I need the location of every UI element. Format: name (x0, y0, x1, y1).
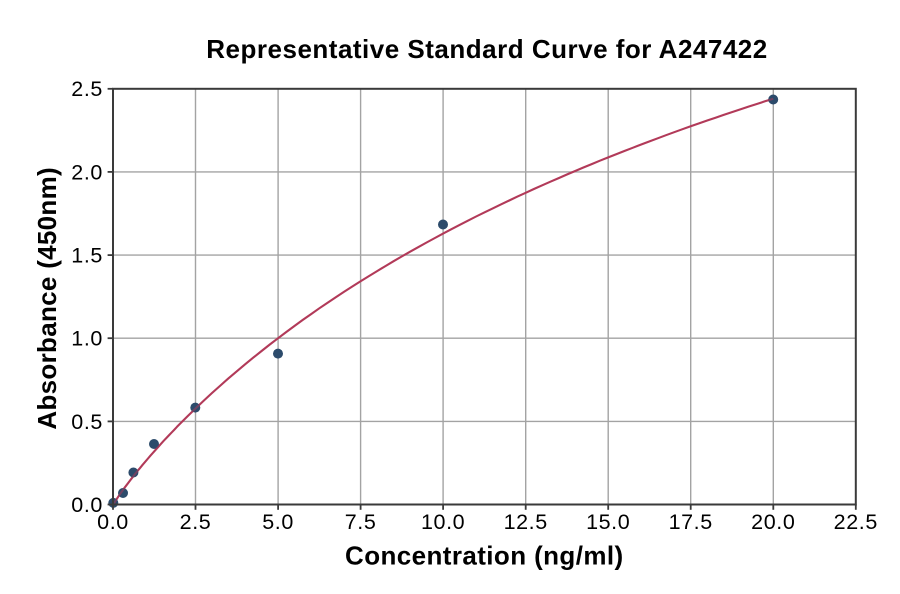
svg-text:12.5: 12.5 (504, 510, 548, 534)
svg-text:1.0: 1.0 (71, 327, 103, 351)
svg-text:Absorbance (450nm): Absorbance (450nm) (32, 167, 62, 430)
svg-text:17.5: 17.5 (669, 510, 713, 534)
svg-text:20.0: 20.0 (751, 510, 795, 534)
svg-text:2.5: 2.5 (71, 77, 103, 101)
svg-text:2.5: 2.5 (180, 510, 212, 534)
svg-text:15.0: 15.0 (586, 510, 630, 534)
svg-text:Concentration (ng/ml): Concentration (ng/ml) (345, 541, 624, 571)
svg-text:2.0: 2.0 (71, 160, 103, 184)
svg-text:0.0: 0.0 (97, 510, 129, 534)
svg-text:5.0: 5.0 (262, 510, 294, 534)
svg-text:0.0: 0.0 (71, 493, 103, 517)
svg-text:0.5: 0.5 (71, 410, 103, 434)
svg-text:7.5: 7.5 (345, 510, 377, 534)
svg-text:22.5: 22.5 (834, 510, 878, 534)
svg-text:1.5: 1.5 (71, 244, 103, 268)
svg-text:Representative Standard Curve: Representative Standard Curve for A24742… (206, 34, 767, 64)
svg-text:10.0: 10.0 (421, 510, 465, 534)
